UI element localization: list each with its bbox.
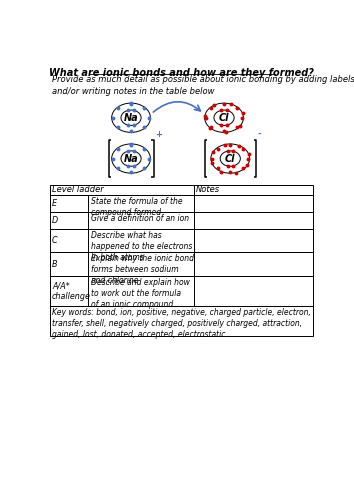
Text: A/A*
challenge: A/A* challenge xyxy=(52,282,91,300)
Text: Level ladder: Level ladder xyxy=(52,185,104,194)
Text: Key words: bond, ion, positive, negative, charged particle, electron,
transfer, : Key words: bond, ion, positive, negative… xyxy=(52,308,311,340)
Bar xyxy=(50,306,313,336)
Text: Na: Na xyxy=(124,113,138,122)
Bar xyxy=(50,276,313,306)
Text: Cl: Cl xyxy=(225,154,235,164)
Text: -: - xyxy=(257,130,261,140)
Text: D: D xyxy=(52,216,58,224)
Bar xyxy=(50,194,313,212)
Bar xyxy=(50,184,313,194)
Text: E: E xyxy=(52,198,57,207)
Text: Cl: Cl xyxy=(219,113,229,122)
Bar xyxy=(50,228,313,252)
Text: C: C xyxy=(52,236,58,244)
Bar xyxy=(50,212,313,228)
Text: Explain why the ionic bond
forms between sodium
and chlorine: Explain why the ionic bond forms between… xyxy=(91,254,194,285)
Text: Describe and explain how
to work out the formula
of an ionic compound: Describe and explain how to work out the… xyxy=(91,278,190,310)
Text: State the formula of the
compound formed: State the formula of the compound formed xyxy=(91,196,182,217)
Text: Notes: Notes xyxy=(196,185,220,194)
Text: B: B xyxy=(52,260,57,268)
Text: Describe what has
happened to the electrons
in both atoms: Describe what has happened to the electr… xyxy=(91,230,192,262)
Text: Provide as much detail as possible about ionic bonding by adding labels
and/or w: Provide as much detail as possible about… xyxy=(52,76,354,96)
Text: What are ionic bonds and how are they formed?: What are ionic bonds and how are they fo… xyxy=(49,68,314,78)
Text: +: + xyxy=(155,130,162,140)
Bar xyxy=(50,252,313,276)
Text: Give a definition of an ion: Give a definition of an ion xyxy=(91,214,189,222)
Text: Na: Na xyxy=(124,154,138,164)
